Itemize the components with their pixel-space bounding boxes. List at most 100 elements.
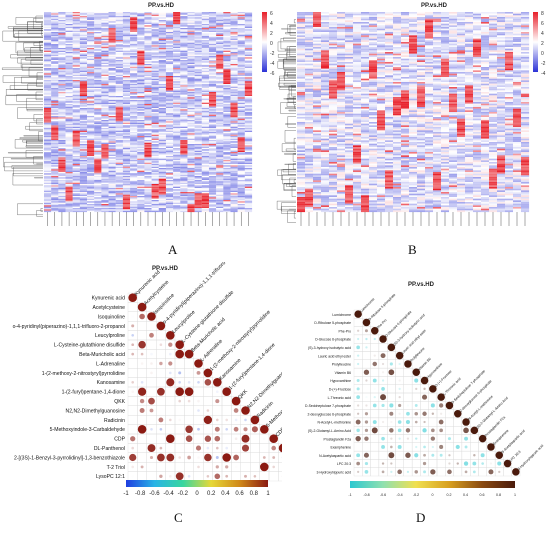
heatmap-cell	[361, 32, 369, 34]
heatmap-cell	[216, 157, 223, 158]
heatmap-cell	[159, 173, 166, 174]
heatmap-cell	[195, 160, 202, 161]
heatmap-cell	[180, 61, 187, 62]
heatmap-cell	[173, 191, 180, 192]
heatmap-cell	[521, 15, 529, 17]
heatmap-cell	[401, 22, 409, 24]
heatmap-cell	[209, 43, 216, 44]
heatmap-cell	[195, 109, 202, 110]
heatmap-cell	[137, 16, 144, 17]
heatmap-cell	[51, 116, 58, 117]
heatmap-cell	[209, 100, 216, 101]
heatmap-cell	[137, 152, 144, 153]
heatmap-cell	[489, 19, 497, 21]
heatmap-cell	[137, 119, 144, 120]
heatmap-cell	[223, 124, 230, 125]
heatmap-cell	[245, 40, 252, 41]
heatmap-cell	[66, 36, 73, 37]
heatmap-cell	[44, 196, 51, 197]
heatmap-cell	[137, 169, 144, 170]
heatmap-cell	[152, 52, 159, 53]
heatmap-cell	[187, 21, 194, 22]
heatmap-cell	[152, 172, 159, 173]
heatmap-cell	[449, 20, 457, 22]
heatmap-cell	[180, 143, 187, 144]
heatmap-cell	[130, 140, 137, 141]
heatmap-cell	[173, 12, 180, 13]
heatmap-cell	[245, 112, 252, 113]
heatmap-cell	[58, 72, 65, 73]
heatmap-cell	[94, 187, 101, 188]
heatmap-cell	[238, 203, 245, 204]
heatmap-cell	[123, 63, 130, 64]
heatmap-cell	[87, 104, 94, 105]
heatmap-cell	[109, 96, 116, 97]
heatmap-cell	[238, 151, 245, 152]
heatmap-cell	[401, 12, 409, 14]
heatmap-cell	[202, 115, 209, 116]
heatmap-cell	[465, 34, 473, 36]
heatmap-cell	[166, 80, 173, 81]
heatmap-cell	[66, 89, 73, 90]
heatmap-cell	[152, 25, 159, 26]
heatmap-cell	[73, 131, 80, 132]
heatmap-cell	[58, 117, 65, 118]
heatmap-cell	[58, 83, 65, 84]
heatmap-cell	[44, 68, 51, 69]
heatmap-cell	[152, 76, 159, 77]
heatmap-cell	[123, 92, 130, 93]
heatmap-cell	[123, 125, 130, 126]
heatmap-cell	[497, 20, 505, 22]
heatmap-cell	[66, 165, 73, 166]
heatmap-cell	[51, 208, 58, 209]
heatmap-cell	[216, 19, 223, 20]
heatmap-cell	[209, 164, 216, 165]
heatmap-cell	[58, 80, 65, 81]
heatmap-cell	[159, 135, 166, 136]
heatmap-cell	[94, 129, 101, 130]
heatmap-cell	[66, 195, 73, 196]
heatmap-cell	[51, 65, 58, 66]
heatmap-cell	[101, 181, 108, 182]
heatmap-cell	[94, 196, 101, 197]
heatmap-cell	[94, 137, 101, 138]
heatmap-cell	[152, 171, 159, 172]
heatmap-cell	[87, 184, 94, 185]
heatmap-cell	[44, 67, 51, 68]
heatmap-cell	[58, 77, 65, 78]
heatmap-cell	[230, 35, 237, 36]
heatmap-cell	[159, 39, 166, 40]
heatmap-cell	[159, 27, 166, 28]
heatmap-cell	[159, 161, 166, 162]
heatmap-cell	[173, 84, 180, 85]
heatmap-cell	[94, 208, 101, 209]
heatmap-cell	[180, 105, 187, 106]
heatmap-cell	[109, 64, 116, 65]
heatmap-cell	[245, 24, 252, 25]
heatmap-cell	[87, 188, 94, 189]
heatmap-cell	[116, 45, 123, 46]
heatmap-cell	[87, 187, 94, 188]
heatmap-cell	[101, 103, 108, 104]
heatmap-cell	[305, 24, 313, 26]
heatmap-cell	[180, 51, 187, 52]
heatmap-cell	[230, 195, 237, 196]
heatmap-cell	[109, 165, 116, 166]
heatmap-cell	[144, 88, 151, 89]
heatmap-cell	[230, 60, 237, 61]
heatmap-cell	[137, 15, 144, 16]
heatmap-cell	[44, 155, 51, 156]
heatmap-cell	[369, 14, 377, 16]
heatmap-cell	[159, 40, 166, 41]
heatmap-cell	[489, 15, 497, 17]
heatmap-cell	[80, 92, 87, 93]
heatmap-cell	[144, 40, 151, 41]
heatmap-cell	[209, 99, 216, 100]
heatmap-cell	[180, 67, 187, 68]
heatmap-cell	[123, 43, 130, 44]
heatmap-cell	[73, 13, 80, 14]
heatmap-cell	[345, 19, 353, 21]
heatmap-cell	[116, 65, 123, 66]
heatmap-cell	[80, 80, 87, 81]
heatmap-cell	[94, 177, 101, 178]
